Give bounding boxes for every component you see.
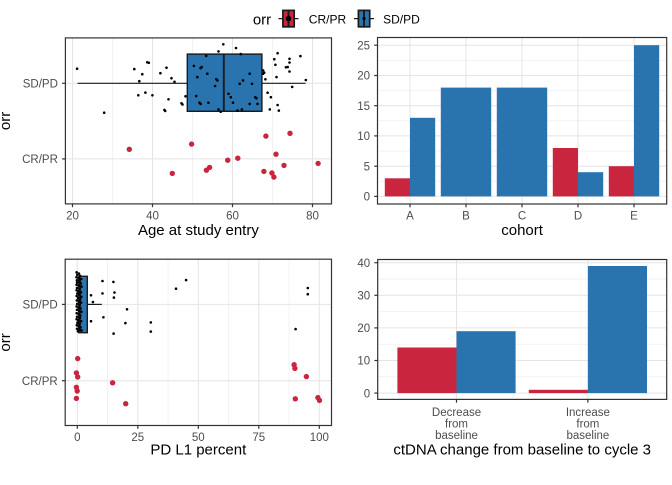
svg-text:Decrease: Decrease <box>432 407 481 419</box>
svg-text:25: 25 <box>131 432 144 444</box>
svg-text:30: 30 <box>357 291 370 303</box>
svg-text:0: 0 <box>364 192 370 204</box>
svg-text:D: D <box>574 211 582 223</box>
svg-text:PD L1 percent: PD L1 percent <box>150 441 247 458</box>
svg-text:orr: orr <box>0 112 14 130</box>
svg-text:Increase: Increase <box>566 407 610 419</box>
svg-text:CR/PR: CR/PR <box>22 376 58 388</box>
svg-text:baseline: baseline <box>435 430 478 442</box>
svg-text:100: 100 <box>310 432 329 444</box>
svg-text:20: 20 <box>66 210 79 222</box>
svg-text:CR/PR: CR/PR <box>22 154 58 166</box>
svg-text:E: E <box>630 211 638 223</box>
svg-text:25: 25 <box>357 41 370 53</box>
svg-text:20: 20 <box>357 71 370 83</box>
svg-text:baseline: baseline <box>566 430 609 442</box>
svg-text:SD/PD: SD/PD <box>23 300 58 312</box>
svg-text:80: 80 <box>306 210 319 222</box>
svg-text:60: 60 <box>226 210 239 222</box>
svg-text:75: 75 <box>252 432 265 444</box>
svg-text:A: A <box>406 211 414 223</box>
svg-text:5: 5 <box>364 161 370 173</box>
svg-text:10: 10 <box>357 356 370 368</box>
svg-text:ctDNA change from baseline to: ctDNA change from baseline to cycle 3 <box>393 441 651 458</box>
svg-text:40: 40 <box>146 210 159 222</box>
svg-text:15: 15 <box>357 101 370 113</box>
svg-text:10: 10 <box>357 131 370 143</box>
svg-text:C: C <box>518 211 526 223</box>
svg-text:Age at study entry: Age at study entry <box>138 222 259 239</box>
svg-text:cohort: cohort <box>501 222 544 239</box>
svg-text:50: 50 <box>192 432 205 444</box>
svg-text:from: from <box>445 419 468 431</box>
svg-text:0: 0 <box>74 432 80 444</box>
svg-text:orr: orr <box>253 11 271 28</box>
svg-text:0: 0 <box>364 388 370 400</box>
svg-text:B: B <box>462 211 470 223</box>
svg-text:orr: orr <box>0 333 14 351</box>
svg-text:40: 40 <box>357 258 370 270</box>
svg-text:20: 20 <box>357 323 370 335</box>
svg-text:SD/PD: SD/PD <box>23 79 58 91</box>
svg-text:SD/PD: SD/PD <box>383 13 420 27</box>
svg-text:from: from <box>576 419 599 431</box>
svg-text:CR/PR: CR/PR <box>309 13 347 27</box>
